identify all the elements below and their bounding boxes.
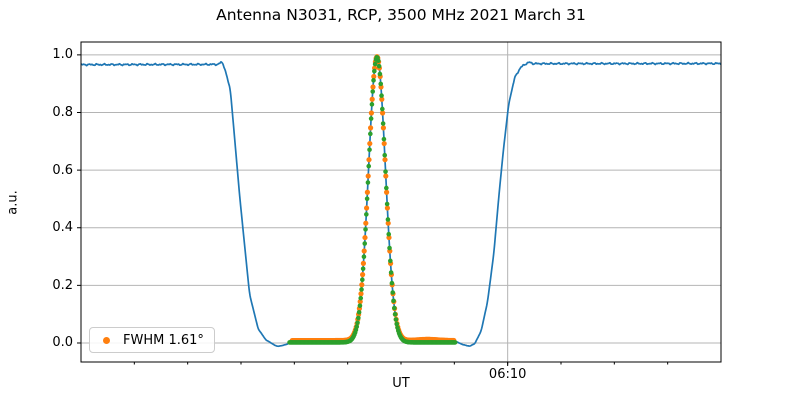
chart-title: Antenna N3031, RCP, 3500 MHz 2021 March …	[216, 6, 586, 24]
legend: FWHM 1.61°	[89, 327, 215, 353]
y-tick-label: 1.0	[52, 47, 73, 63]
legend-marker-dot-icon	[103, 336, 110, 344]
x-axis-label: UT	[392, 376, 410, 391]
tick-marks	[77, 54, 669, 366]
legend-label: FWHM 1.61°	[123, 332, 204, 348]
plot-area	[81, 42, 721, 362]
y-tick-label: 0.0	[52, 335, 73, 351]
x-tick-label: 06:10	[488, 367, 527, 382]
y-axis-label: a.u.	[5, 190, 21, 215]
scan-samples	[287, 55, 458, 345]
y-tick-label: 0.2	[52, 277, 73, 293]
y-tick-label: 0.8	[52, 104, 73, 120]
y-tick-label: 0.6	[52, 162, 73, 178]
y-tick-label: 0.4	[52, 220, 73, 236]
